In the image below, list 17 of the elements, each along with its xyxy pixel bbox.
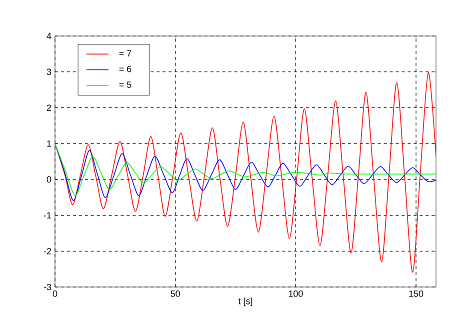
y-tick-label: -3 [44, 284, 52, 290]
y-tick-label: 4 [46, 32, 52, 40]
x-tick-label: 50 [170, 290, 180, 297]
line-series [55, 72, 436, 273]
y-tick-label: 3 [46, 68, 52, 76]
y-tick-label: -1 [44, 212, 52, 218]
y-tick-label: -2 [44, 248, 52, 254]
y-tick-label: 0 [46, 176, 52, 183]
y-tick-label: 2 [46, 104, 52, 111]
y-tick-label: 1 [47, 140, 52, 147]
legend-label: = 6 [119, 66, 132, 72]
legend-label: = 7 [119, 50, 132, 56]
x-tick-label: 100 [288, 290, 303, 297]
x-tick-label: 150 [409, 290, 424, 297]
legend-label: = 5 [119, 82, 132, 88]
x-tick-label: 0 [52, 290, 58, 297]
x-axis-title: t [s] [238, 298, 252, 306]
